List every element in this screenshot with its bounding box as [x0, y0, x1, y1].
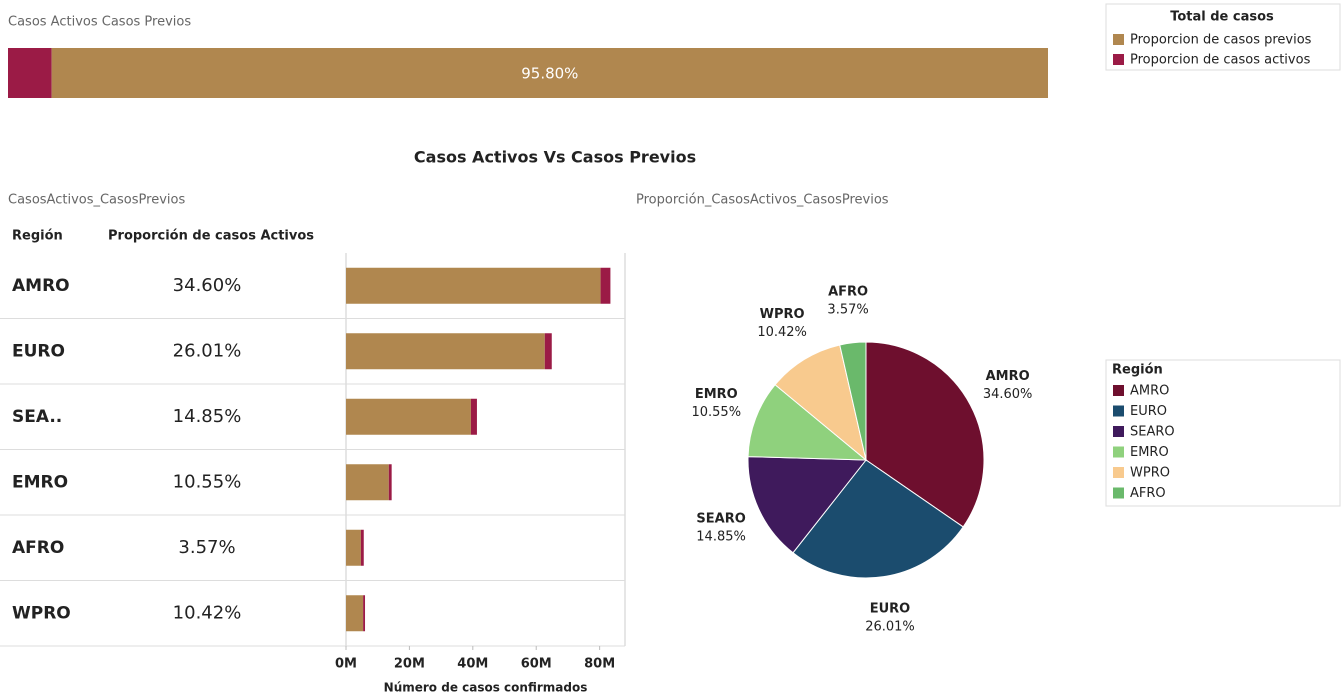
- bar-segment: [346, 595, 364, 632]
- legend-label: WPRO: [1130, 466, 1170, 481]
- region-label: AFRO: [12, 538, 64, 558]
- legend-label: AMRO: [1130, 384, 1169, 399]
- legend-label: EURO: [1130, 404, 1167, 419]
- legend-swatch: [1113, 34, 1124, 45]
- region-label: EMRO: [12, 472, 68, 492]
- pie-slice: [839, 341, 867, 461]
- chart-title: Proporción_CasosActivos_CasosPrevios: [636, 193, 889, 208]
- pie-slice: [865, 341, 985, 528]
- slice-category: EMRO: [695, 387, 738, 402]
- legend-swatch: [1113, 446, 1124, 458]
- slice-category: SEARO: [696, 511, 745, 526]
- legend-swatch: [1113, 426, 1124, 437]
- legend-label: SEARO: [1130, 425, 1175, 440]
- slice-category: WPRO: [760, 307, 805, 322]
- x-tick-label: 80M: [584, 657, 615, 672]
- bar-segment: [346, 267, 601, 304]
- bar-segment: [51, 48, 1049, 98]
- region-label: SEA..: [12, 407, 62, 427]
- slice-value: 26.01%: [865, 620, 915, 635]
- slice-value: 3.57%: [827, 303, 868, 318]
- share-label: 3.57%: [178, 537, 235, 558]
- bar-segment: [346, 333, 545, 370]
- slice-category: AMRO: [986, 369, 1030, 384]
- bar-segment: [363, 595, 366, 632]
- pie-slice: [792, 459, 964, 579]
- bar-segment: [346, 398, 471, 435]
- legend-label: AFRO: [1130, 486, 1166, 501]
- x-tick-label: 40M: [457, 657, 488, 672]
- slice-value: 34.60%: [983, 387, 1033, 402]
- share-label: 14.85%: [173, 406, 242, 427]
- bar-segment: [388, 464, 392, 501]
- dashboard-title: Casos Activos Vs Casos Previos: [414, 148, 696, 167]
- legend-swatch: [1113, 54, 1124, 65]
- pie-slice: [747, 456, 868, 554]
- x-tick-label: 60M: [521, 657, 552, 672]
- bar-segment: [346, 464, 389, 501]
- legend-title: Región: [1112, 363, 1163, 378]
- chart-title: Casos Activos Casos Previos: [8, 15, 191, 30]
- pie-slice: [774, 344, 867, 462]
- pie-slice: [747, 384, 868, 461]
- legend-box: [1105, 3, 1341, 71]
- slice-category: AFRO: [828, 285, 868, 300]
- slice-category: EURO: [870, 602, 911, 617]
- legend-box: [1105, 359, 1341, 507]
- region-label: WPRO: [12, 603, 71, 623]
- x-tick-label: 20M: [394, 657, 425, 672]
- legend-swatch: [1113, 385, 1124, 396]
- bar-segment: [470, 398, 477, 435]
- bar-segment: [600, 267, 611, 304]
- share-label: 26.01%: [173, 340, 242, 361]
- legend-swatch: [1113, 405, 1124, 417]
- share-label: 10.55%: [173, 471, 242, 492]
- data-label: 95.80%: [521, 65, 578, 83]
- region-label: EURO: [12, 341, 65, 361]
- bar-segment: [544, 333, 552, 370]
- chart-title: CasosActivos_CasosPrevios: [8, 193, 185, 208]
- legend-label: Proporcion de casos activos: [1130, 53, 1311, 68]
- slice-value: 14.85%: [696, 529, 746, 544]
- x-tick-label: 0M: [335, 657, 357, 672]
- bar-segment: [360, 529, 364, 566]
- x-axis-label: Número de casos confirmados: [384, 681, 588, 695]
- region-label: AMRO: [12, 276, 70, 296]
- legend-label: EMRO: [1130, 445, 1169, 460]
- legend-swatch: [1113, 467, 1124, 478]
- legend-label: Proporcion de casos previos: [1130, 33, 1312, 48]
- slice-value: 10.55%: [691, 405, 741, 420]
- legend-swatch: [1113, 487, 1124, 499]
- share-label: 34.60%: [173, 275, 242, 296]
- share-label: 10.42%: [173, 602, 242, 623]
- column-header: Proporción de casos Activos: [108, 229, 314, 244]
- legend-title: Total de casos: [1170, 10, 1274, 25]
- bar-segment: [346, 529, 361, 566]
- column-header: Región: [12, 229, 63, 244]
- bar-segment: [8, 48, 52, 98]
- slice-value: 10.42%: [757, 325, 807, 340]
